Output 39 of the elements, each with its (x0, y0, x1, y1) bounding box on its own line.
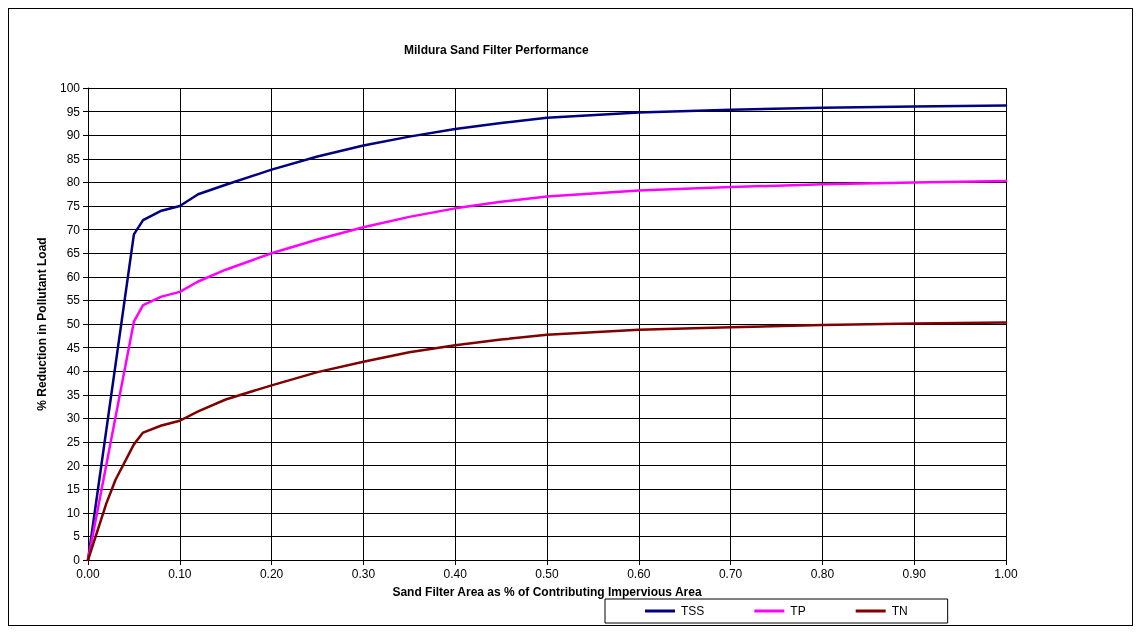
legend-label: TSS (681, 604, 705, 618)
y-tick-label: 85 (66, 151, 81, 166)
x-tick-label: 0.20 (259, 567, 284, 581)
y-tick-label: 45 (66, 340, 81, 355)
y-tick-label: 40 (66, 364, 81, 379)
y-tick-label: 35 (66, 387, 81, 402)
y-axis-title: % Reduction in Pollutant Load (35, 237, 49, 411)
x-tick-label: 0.90 (902, 567, 927, 581)
x-tick-label: 0.40 (443, 567, 468, 581)
y-tick-label: 100 (59, 81, 81, 95)
y-tick-label: 5 (73, 529, 81, 544)
y-tick-label: 80 (66, 175, 81, 190)
x-tick-label: 0.30 (351, 567, 376, 581)
x-tick-label: 0.50 (535, 567, 559, 581)
x-tick-label: 0.10 (168, 567, 192, 581)
y-tick-label: 65 (66, 246, 81, 261)
y-tick-label: 95 (66, 104, 81, 119)
y-tick-label: 20 (66, 458, 81, 473)
x-tick-label: 0.00 (76, 567, 100, 581)
line-series (86, 321, 1008, 562)
y-tick-label: 90 (66, 128, 81, 143)
y-tick-label: 10 (66, 505, 81, 520)
y-tick-label: 55 (66, 293, 81, 308)
x-axis-title: Sand Filter Area as % of Contributing Impervious Area (392, 585, 702, 599)
y-tick-label: 0 (73, 553, 81, 567)
y-tick-label: 30 (66, 411, 81, 426)
chart-title: Mildura Sand Filter Performance (404, 43, 590, 57)
y-tick-label: 60 (66, 269, 81, 284)
legend-label: TN (891, 604, 908, 618)
legend-label: TP (790, 604, 806, 618)
y-tick-label: 15 (66, 482, 81, 497)
x-tick-label: 0.60 (627, 567, 651, 581)
y-tick-label: 25 (66, 435, 81, 449)
y-tick-label: 50 (66, 317, 81, 331)
x-tick-label: 0.70 (718, 567, 743, 581)
x-tick-label: 1.00 (994, 567, 1018, 581)
x-tick-label: 0.80 (810, 567, 835, 581)
y-tick-label: 75 (66, 199, 81, 213)
y-tick-label: 70 (66, 222, 81, 237)
